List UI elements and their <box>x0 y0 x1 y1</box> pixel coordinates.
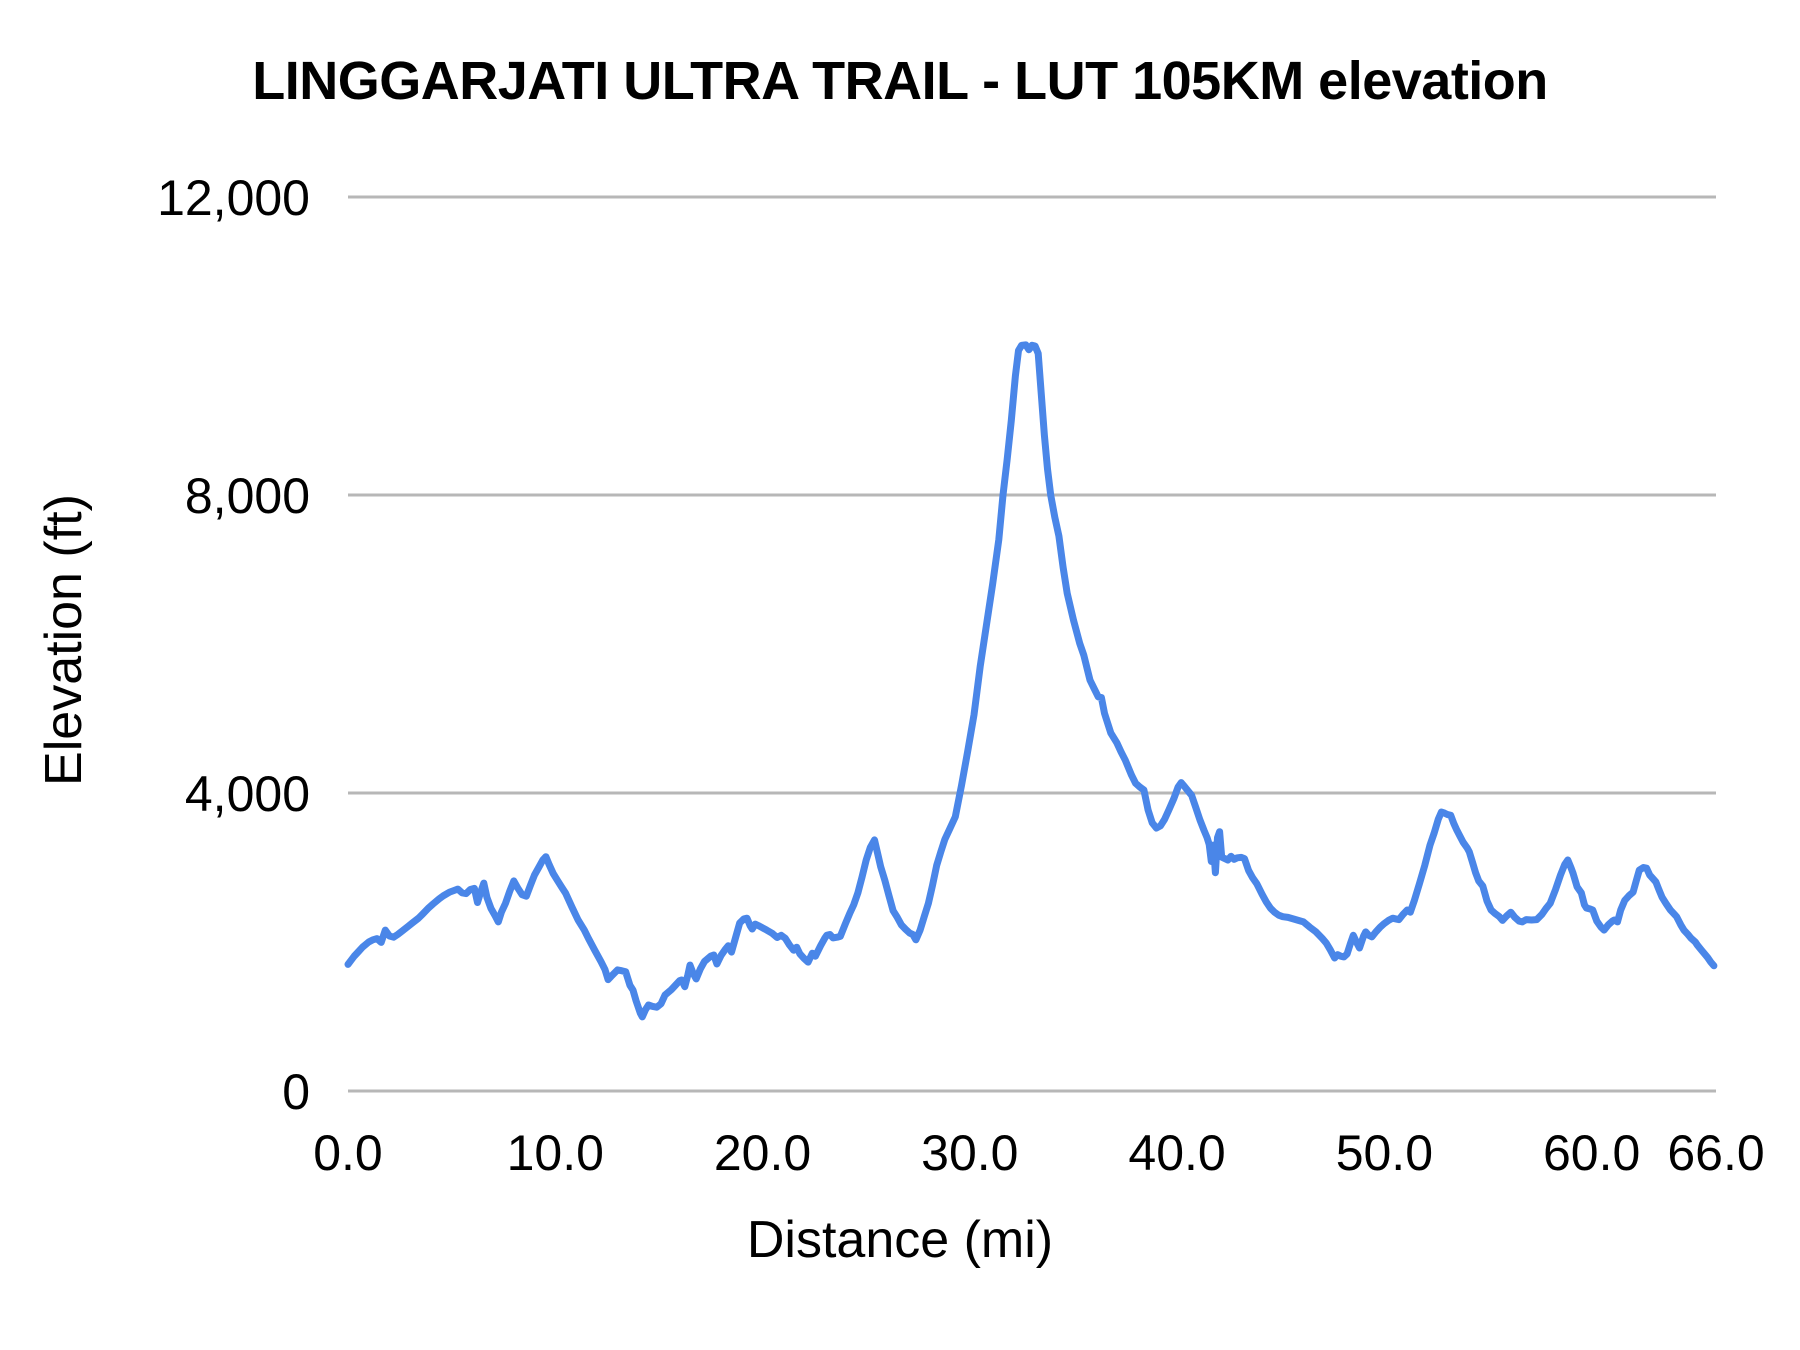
x-tick-label: 60.0 <box>1543 1125 1640 1181</box>
elevation-line-series <box>344 341 1718 1021</box>
x-axis-title: Distance (mi) <box>746 1211 1054 1269</box>
x-tick-label: 30.0 <box>921 1125 1018 1181</box>
y-tick-label: 12,000 <box>157 170 310 226</box>
x-tick-label: 66.0 <box>1667 1125 1764 1181</box>
x-tick-label: 10.0 <box>507 1125 604 1181</box>
chart-title: LINGGARJATI ULTRA TRAIL - LUT 105KM elev… <box>252 51 1548 111</box>
y-tick-label: 0 <box>282 1064 310 1120</box>
x-tick-label: 0.0 <box>313 1125 383 1181</box>
y-tick-label: 4,000 <box>185 766 310 822</box>
x-tick-label: 40.0 <box>1128 1125 1225 1181</box>
x-tick-label: 50.0 <box>1336 1125 1433 1181</box>
x-tick-label: 20.0 <box>714 1125 811 1181</box>
y-tick-label: 8,000 <box>185 468 310 524</box>
